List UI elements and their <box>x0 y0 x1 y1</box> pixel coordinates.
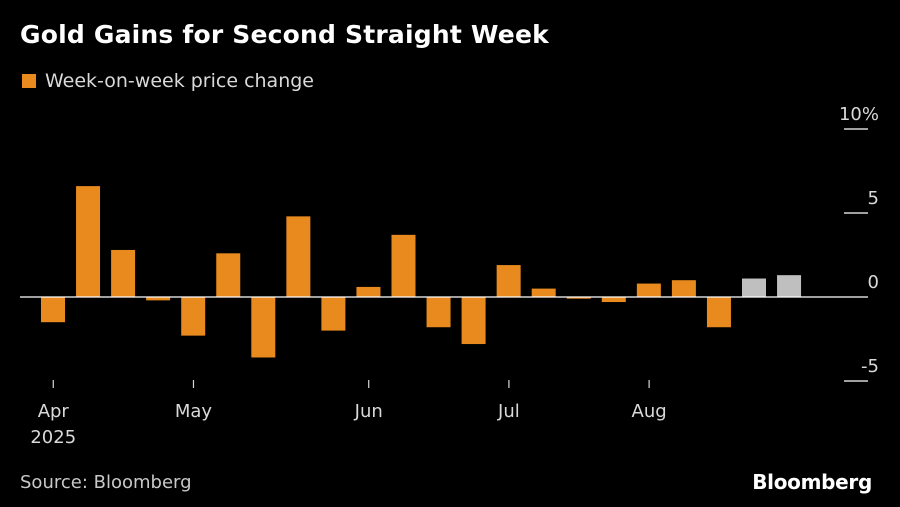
bar <box>671 280 696 297</box>
bar <box>601 297 626 303</box>
bar <box>777 275 802 297</box>
y-tick-label: -5 <box>861 356 879 377</box>
x-tick-sublabel: 2025 <box>30 427 76 448</box>
bar <box>391 234 416 297</box>
bar <box>636 283 661 297</box>
x-tick-label: Aug <box>632 401 667 422</box>
x-tick-label: May <box>175 401 213 422</box>
legend-swatch <box>22 74 36 88</box>
bloomberg-logo: Bloomberg <box>752 470 872 494</box>
chart-title: Gold Gains for Second Straight Week <box>20 20 549 49</box>
x-tick-label: Jun <box>354 401 383 422</box>
legend: Week-on-week price change <box>22 70 314 92</box>
bar <box>461 297 486 345</box>
y-tick-label: 0 <box>868 272 879 293</box>
bar <box>216 253 241 297</box>
bar <box>181 297 206 336</box>
bar <box>706 297 731 328</box>
source-note: Source: Bloomberg <box>20 472 192 493</box>
bar <box>531 288 556 297</box>
x-tick-label: Apr <box>38 401 70 422</box>
y-tick-label: 5 <box>868 188 879 209</box>
bar <box>496 265 521 297</box>
bar <box>742 278 766 297</box>
bar <box>286 216 311 297</box>
bar <box>251 297 276 358</box>
bar <box>111 249 136 297</box>
bar <box>76 186 101 297</box>
bar <box>356 286 381 297</box>
bar <box>426 297 451 328</box>
bar <box>566 297 591 299</box>
legend-label: Week-on-week price change <box>45 70 314 92</box>
bar <box>41 297 65 323</box>
x-tick-label: Jul <box>497 401 520 422</box>
y-tick-label: 10% <box>839 104 879 125</box>
bar <box>146 297 171 301</box>
bar <box>321 297 346 331</box>
